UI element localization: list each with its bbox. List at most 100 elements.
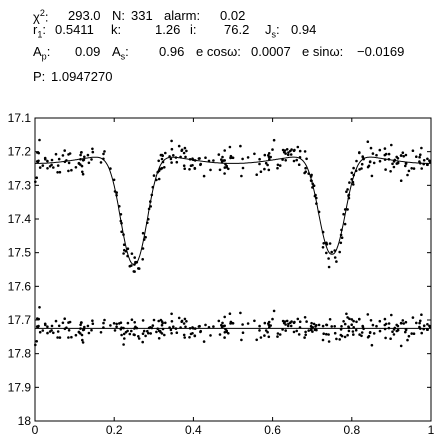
plot-frame	[34, 117, 432, 422]
lightcurve-point	[292, 149, 296, 153]
residual-point	[152, 318, 156, 322]
lightcurve-point	[170, 139, 173, 143]
lightcurve-point	[163, 166, 166, 169]
lightcurve-point	[378, 148, 382, 152]
y-tick-label: 18	[18, 414, 32, 428]
residual-point	[63, 317, 66, 321]
residual-point	[317, 323, 321, 327]
lightcurve-point	[56, 164, 60, 167]
as-label: As:	[112, 44, 129, 62]
lightcurve-point	[87, 161, 91, 165]
residual-point	[86, 324, 90, 328]
lightcurve-point	[327, 257, 330, 260]
lightcurve-point	[164, 151, 167, 155]
residual-point	[225, 330, 228, 334]
lightcurve-point	[384, 168, 387, 171]
lightcurve-point	[276, 166, 279, 170]
residual-point	[375, 324, 378, 328]
residual-point	[133, 333, 136, 337]
lightcurve-point	[240, 174, 243, 178]
residual-point	[384, 336, 387, 340]
residual-point	[157, 319, 160, 323]
residual-point	[133, 321, 136, 324]
lightcurve-point	[255, 173, 258, 176]
lightcurve-point	[209, 168, 212, 172]
lightcurve-point	[402, 155, 406, 158]
i-value: 76.2	[224, 22, 250, 37]
lightcurve-point	[202, 174, 206, 178]
lightcurve-point	[415, 155, 418, 158]
residual-point	[115, 322, 118, 326]
lightcurve-point	[241, 166, 245, 170]
lightcurve-point	[267, 168, 271, 172]
y-tick-label: 17.6	[8, 279, 32, 293]
ap-value: 0.09	[75, 44, 101, 59]
lightcurve-point	[297, 163, 301, 166]
lightcurve-point	[182, 164, 186, 167]
residual-point	[255, 338, 258, 342]
lightcurve-point	[57, 157, 61, 161]
residual-point	[352, 319, 355, 323]
lightcurve-point	[389, 170, 392, 173]
residual-point	[321, 324, 325, 328]
y-tick-label: 17.9	[8, 380, 32, 394]
lightcurve-point	[420, 146, 423, 150]
residual-point	[170, 320, 174, 323]
residual-point	[292, 321, 296, 325]
residual-point	[292, 330, 296, 334]
residual-point	[79, 321, 83, 324]
lightcurve-point	[122, 252, 125, 255]
residual-point	[141, 340, 144, 344]
residual-point	[137, 335, 140, 338]
lightcurve-point	[91, 147, 94, 151]
lightcurve-point	[264, 161, 268, 165]
residual-point	[182, 322, 186, 325]
lightcurve-point	[170, 147, 174, 151]
lightcurve-point	[345, 190, 348, 193]
x-tick-label: 0.6	[264, 423, 281, 437]
residual-point	[87, 331, 91, 335]
residual-point	[228, 312, 232, 316]
residual-point	[347, 325, 350, 329]
i-label: i:	[190, 22, 197, 37]
residual-point	[38, 330, 42, 334]
residual-point	[399, 344, 403, 348]
residual-point	[348, 317, 351, 321]
x-tick-label: 0	[32, 423, 39, 437]
lightcurve-point	[258, 162, 261, 166]
residual-point	[303, 316, 307, 319]
lightcurve-point	[172, 154, 175, 157]
residual-point	[74, 333, 78, 337]
model-curve	[35, 156, 431, 265]
residual-point	[44, 323, 47, 327]
data-points	[34, 138, 432, 348]
lightcurve-point	[426, 157, 429, 161]
residual-point	[289, 324, 293, 328]
lightcurve-point	[220, 160, 224, 164]
residual-point	[347, 329, 351, 333]
lightcurve-point	[338, 250, 342, 254]
lightcurve-point	[56, 171, 59, 174]
lightcurve-point	[133, 270, 136, 273]
lightcurve-point	[295, 158, 299, 162]
residual-point	[407, 334, 411, 338]
residual-point	[130, 329, 133, 333]
residual-point	[141, 332, 145, 336]
lightcurve-point	[304, 166, 307, 170]
lightcurve-point	[391, 162, 394, 166]
residual-point	[304, 333, 308, 337]
x-tick-label: 0.4	[185, 423, 202, 437]
residual-point	[391, 330, 394, 334]
residual-point	[343, 322, 347, 326]
lightcurve-point	[340, 236, 344, 239]
y-tick-label: 17.8	[8, 347, 32, 361]
x-tick-label: 0.2	[106, 423, 123, 437]
residual-point	[218, 333, 222, 336]
lightcurve-point	[418, 160, 421, 163]
lightcurve-point	[289, 149, 292, 153]
lightcurve-point	[220, 158, 223, 161]
residual-point	[321, 338, 325, 342]
lightcurve-point	[91, 150, 95, 154]
lightcurve-point	[246, 156, 250, 159]
lightcurve-point	[182, 151, 186, 155]
